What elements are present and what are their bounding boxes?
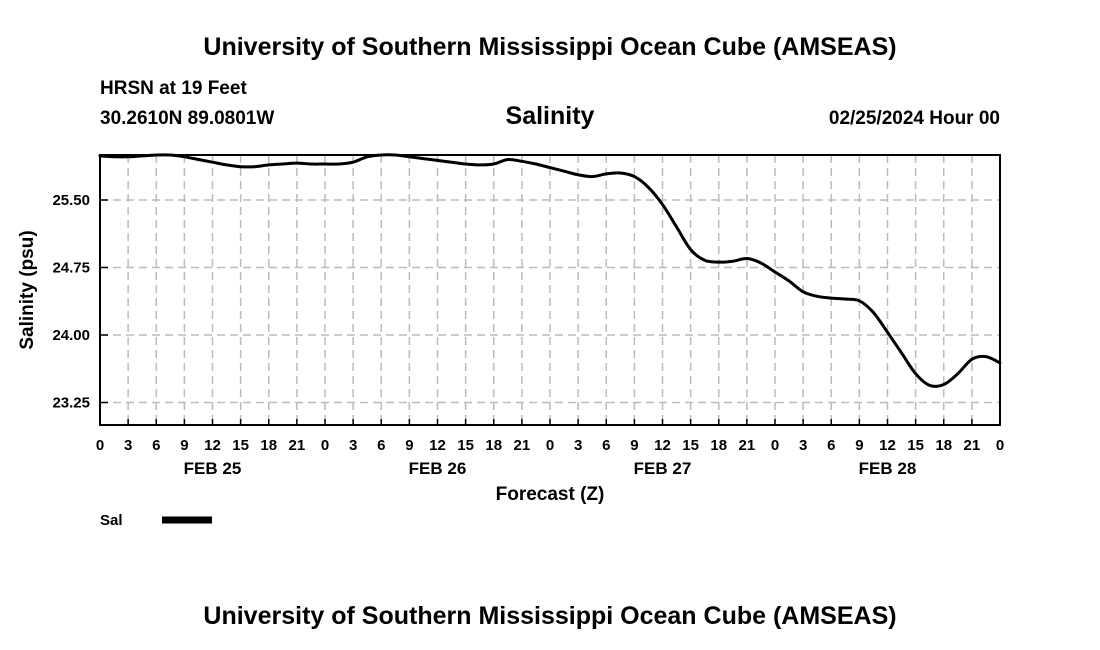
x-tick-label: 3 — [349, 437, 357, 454]
y-tick-label: 24.00 — [52, 327, 90, 344]
x-tick-label: 0 — [321, 437, 329, 454]
x-tick-label: 3 — [124, 437, 132, 454]
day-label: FEB 27 — [634, 459, 692, 478]
x-tick-label: 9 — [180, 437, 188, 454]
x-tick-label: 3 — [799, 437, 807, 454]
x-tick-label: 3 — [574, 437, 582, 454]
x-tick-label: 6 — [152, 437, 160, 454]
location-label: 30.2610N 89.0801W — [100, 108, 274, 129]
x-tick-label: 9 — [405, 437, 413, 454]
x-tick-label: 21 — [964, 437, 981, 454]
day-label: FEB 26 — [409, 459, 467, 478]
x-tick-label: 18 — [710, 437, 727, 454]
series-line-sal — [98, 153, 1002, 388]
y-axis-ticks: 25.50 24.75 24.00 23.25 — [52, 192, 108, 412]
station-label: HRSN at 19 Feet — [100, 78, 247, 99]
datetime-label: 02/25/2024 Hour 00 — [829, 108, 1000, 129]
footer-title: University of Southern Mississippi Ocean… — [203, 602, 896, 630]
day-label: FEB 25 — [184, 459, 242, 478]
x-tick-label: 15 — [232, 437, 249, 454]
x-tick-label: 15 — [682, 437, 699, 454]
x-tick-label: 6 — [827, 437, 835, 454]
x-tick-label: 6 — [602, 437, 610, 454]
x-tick-label: 21 — [289, 437, 306, 454]
x-tick-label: 0 — [96, 437, 104, 454]
series-layer — [98, 153, 1002, 388]
x-axis-ticks: 0 3 6 9 12 15 18 21 0 3 6 9 12 15 18 21 0 3 6 9 12 15 18 21 0 3 6 9… — [96, 419, 1004, 454]
x-tick-label: 12 — [654, 437, 671, 454]
x-tick-label: 0 — [996, 437, 1004, 454]
x-tick-label: 12 — [879, 437, 896, 454]
y-tick-label: 25.50 — [52, 192, 90, 209]
x-tick-label: 6 — [377, 437, 385, 454]
parameter-title: Salinity — [506, 102, 595, 130]
y-tick-label: 24.75 — [52, 260, 90, 277]
x-tick-label: 18 — [260, 437, 277, 454]
x-tick-label: 0 — [546, 437, 554, 454]
x-tick-label: 18 — [485, 437, 502, 454]
legend-label: Sal — [100, 512, 123, 529]
y-axis-label: Salinity (psu) — [17, 230, 38, 349]
main-title: University of Southern Mississippi Ocean… — [203, 33, 896, 61]
x-tick-label: 0 — [771, 437, 779, 454]
y-tick-label: 23.25 — [52, 395, 90, 412]
x-tick-label: 15 — [457, 437, 474, 454]
x-tick-label: 21 — [739, 437, 756, 454]
x-tick-label: 18 — [935, 437, 952, 454]
x-axis-label: Forecast (Z) — [496, 484, 605, 505]
x-tick-label: 9 — [630, 437, 638, 454]
day-label: FEB 28 — [859, 459, 917, 478]
x-tick-label: 12 — [204, 437, 221, 454]
x-tick-label: 21 — [514, 437, 531, 454]
x-tick-label: 12 — [429, 437, 446, 454]
grid-lines — [100, 155, 1000, 425]
x-tick-label: 15 — [907, 437, 924, 454]
x-tick-label: 9 — [855, 437, 863, 454]
day-labels: FEB 25 FEB 26 FEB 27 FEB 28 — [184, 459, 917, 478]
